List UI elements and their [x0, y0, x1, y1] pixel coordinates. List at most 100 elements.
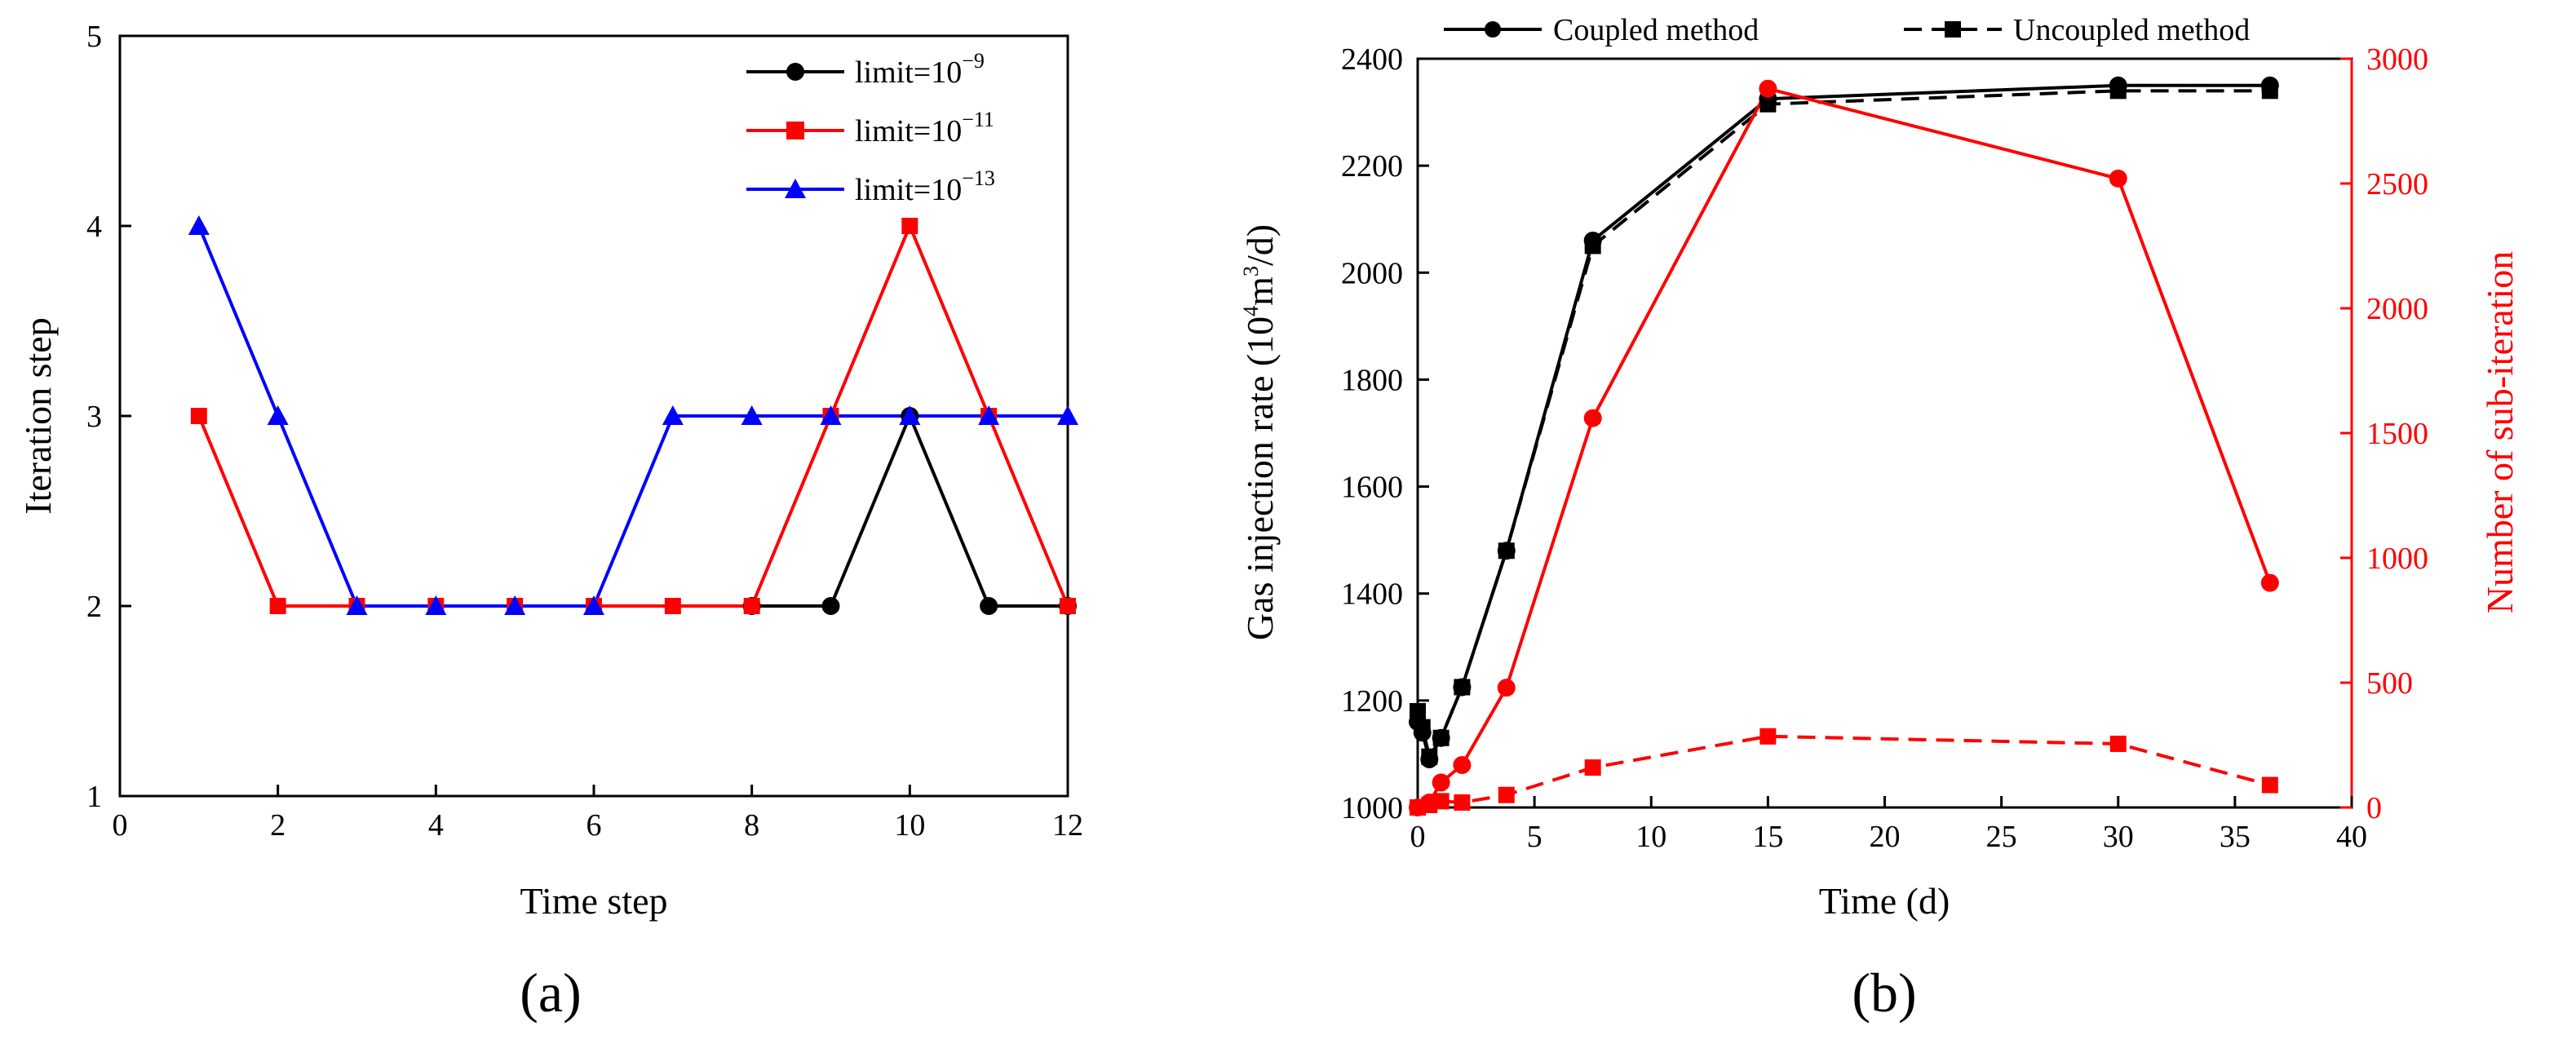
panel-a-series: [188, 215, 1078, 615]
data-point-a-2: [346, 595, 368, 615]
x-tick-label: 0: [113, 808, 128, 843]
panel-b-chart: 0 5 10 15 20 25 30 35 40 1000 1200 1400 1600 1800 200…: [1239, 13, 2521, 1024]
series-line-b-1: [1416, 89, 2270, 761]
data-point-b-2: [1583, 409, 1602, 427]
panel-a-legend: limit=10−9 limit=10−11 limit=10−13: [746, 49, 995, 207]
legend-a-label-1: limit=10−9: [855, 49, 985, 90]
y-left-tick-label: 1000: [1341, 791, 1403, 825]
y-right-tick-label: 0: [2366, 791, 2382, 825]
data-point-a-1: [901, 218, 918, 234]
y-right-tick-label: 1500: [2366, 417, 2428, 451]
data-point-b-1: [1432, 729, 1450, 746]
series-line-b-0: [1416, 83, 2270, 764]
legend-a-marker-2: [786, 122, 804, 139]
x-tick-label: 10: [894, 808, 925, 843]
x-tick-label: 40: [2336, 820, 2367, 854]
data-point-b-3: [1759, 728, 1777, 745]
data-point-a-0: [980, 597, 998, 615]
x-tick-label: 15: [1752, 820, 1783, 854]
panel-a-x-label: Time step: [520, 880, 667, 922]
data-point-a-1: [1060, 598, 1076, 614]
data-point-b-2: [1497, 679, 1516, 697]
panel-a-y-label: Iteration step: [17, 317, 59, 514]
panel-b-left-y-label: Gas injection rate (104m3/d): [1239, 224, 1281, 640]
series-line-b-2: [1417, 86, 2272, 809]
y-tick-label: 3: [86, 400, 102, 434]
series-line-a-0: [751, 411, 1068, 608]
data-point-a-2: [425, 595, 447, 615]
data-point-b-1: [1759, 95, 1777, 113]
y-left-tick-label: 2400: [1341, 42, 1403, 77]
y-left-tick-label: 1400: [1341, 577, 1403, 612]
legend-a-label-3: limit=10−13: [855, 166, 995, 207]
panel-b-legend: Coupled method Uncoupled method: [1444, 13, 2250, 47]
data-point-a-2: [820, 405, 842, 425]
legend-b-label-1: Coupled method: [1553, 13, 1759, 47]
data-point-b-1: [2109, 82, 2127, 100]
data-point-a-0: [821, 597, 840, 615]
data-point-b-1: [1584, 237, 1601, 254]
data-point-b-3: [2109, 735, 2127, 752]
panel-a-x-ticks: 0 2 4 6 8 10 12: [113, 785, 1083, 843]
data-point-a-2: [583, 595, 604, 615]
data-point-b-3: [1432, 793, 1450, 810]
data-point-b-2: [1453, 755, 1472, 774]
legend-a-marker-1: [786, 63, 804, 81]
data-point-a-2: [899, 405, 921, 425]
data-point-b-1: [1414, 719, 1431, 736]
panel-b-plot-frame: [1416, 57, 2353, 809]
data-point-a-1: [664, 598, 681, 614]
y-right-tick-label: 2500: [2366, 167, 2428, 201]
y-left-tick-label: 2000: [1341, 256, 1403, 290]
legend-a-label-2: limit=10−11: [855, 108, 994, 148]
data-point-b-2: [1759, 79, 1777, 98]
data-point-a-1: [269, 598, 286, 614]
x-tick-label: 12: [1052, 808, 1083, 843]
y-tick-label: 1: [86, 780, 102, 814]
data-point-a-1: [190, 408, 207, 424]
x-tick-label: 0: [1410, 820, 1426, 854]
data-point-a-2: [1057, 405, 1078, 425]
y-right-tick-label: 3000: [2366, 42, 2428, 77]
data-point-b-2: [1432, 773, 1450, 792]
panel-a-caption-label: (a): [520, 962, 581, 1024]
y-right-tick-label: 2000: [2366, 292, 2428, 326]
data-point-a-1: [743, 598, 760, 614]
data-point-a-2: [741, 405, 763, 425]
series-line-a-1: [197, 221, 1069, 608]
y-right-tick-label: 1000: [2366, 542, 2428, 576]
panel-b-caption-label: (b): [1852, 962, 1916, 1024]
series-line-b-3: [1417, 734, 2271, 809]
data-point-b-1: [1454, 679, 1471, 696]
data-point-b-3: [1498, 786, 1515, 803]
data-point-a-2: [662, 405, 684, 425]
y-left-tick-label: 2200: [1341, 149, 1403, 184]
y-tick-label: 2: [86, 590, 102, 624]
data-point-b-3: [1584, 759, 1601, 776]
panel-b-series: [1409, 76, 2279, 816]
y-left-tick-label: 1600: [1341, 471, 1403, 505]
x-tick-label: 30: [2103, 820, 2134, 854]
x-tick-label: 10: [1635, 820, 1666, 854]
data-point-b-2: [2260, 573, 2279, 592]
legend-a-marker-3: [785, 179, 806, 198]
x-tick-label: 2: [270, 808, 285, 843]
data-point-b-1: [1498, 542, 1515, 560]
x-tick-label: 25: [1986, 820, 2017, 854]
y-tick-label: 4: [86, 210, 102, 244]
panel-b-left-y-ticks: 1000 1200 1400 1600 1800 2000 2200 2400: [1341, 42, 1429, 825]
x-tick-label: 5: [1527, 820, 1543, 854]
series-line-a-2: [197, 225, 1068, 608]
y-tick-label: 5: [86, 20, 102, 54]
data-point-b-1: [1421, 748, 1438, 765]
y-right-tick-label: 500: [2366, 666, 2413, 701]
x-tick-label: 8: [744, 808, 759, 843]
x-tick-label: 4: [428, 808, 444, 843]
data-point-b-1: [2261, 82, 2278, 100]
legend-b-marker-2: [1945, 21, 1961, 38]
data-point-a-2: [188, 215, 210, 235]
y-left-tick-label: 1200: [1341, 684, 1403, 719]
panel-b-right-y-label: Number of sub-iteration: [2479, 251, 2521, 614]
